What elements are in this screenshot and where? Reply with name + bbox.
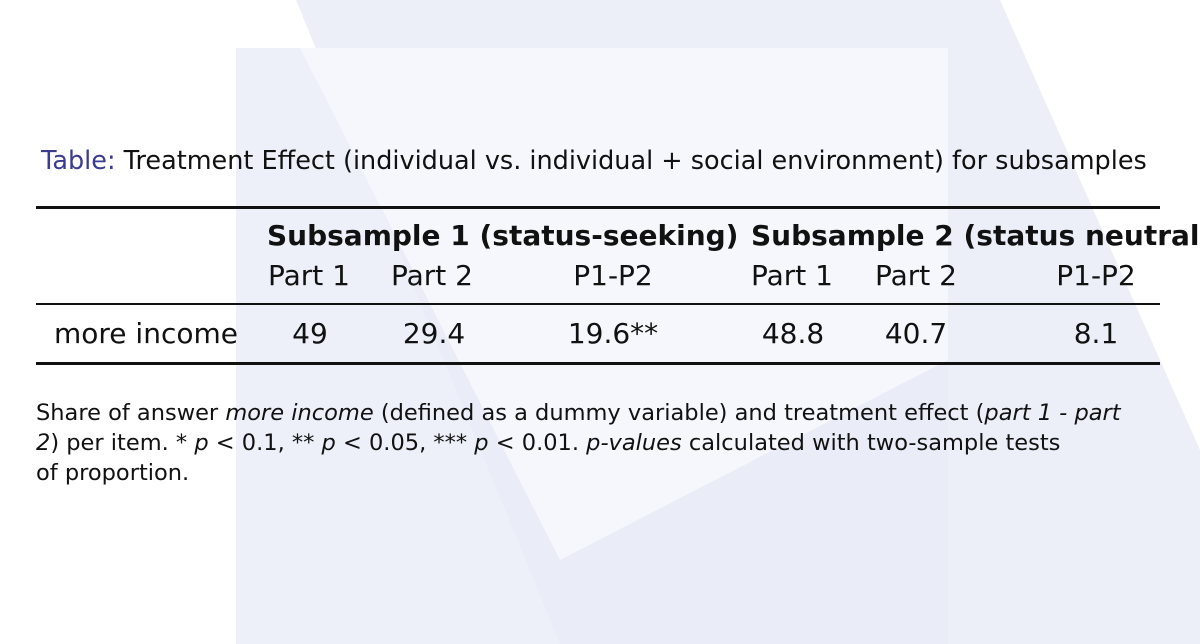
note-text: < 0.01. bbox=[488, 430, 587, 456]
subheader-part1-s2: Part 1 bbox=[751, 259, 833, 292]
note-text: ) per item. * bbox=[50, 430, 195, 456]
caption-text: Treatment Effect (individual vs. individ… bbox=[123, 146, 1147, 176]
note-text: (defined as a dummy variable) and treatm… bbox=[373, 400, 985, 426]
note-line-2: 2) per item. * p < 0.1, ** p < 0.05, ***… bbox=[36, 428, 1176, 458]
table-note: Share of answer more income (defined as … bbox=[36, 398, 1176, 488]
note-italic: p bbox=[321, 430, 336, 456]
note-line-3: of proportion. bbox=[36, 460, 190, 486]
subheader-part2-s1: Part 2 bbox=[391, 259, 473, 292]
table-top-rule bbox=[36, 206, 1160, 209]
subheader-part1-s1: Part 1 bbox=[268, 259, 350, 292]
table-caption: Table: Treatment Effect (individual vs. … bbox=[41, 143, 1181, 179]
note-italic: p bbox=[474, 430, 489, 456]
caption-label: Table: bbox=[41, 146, 116, 176]
note-italic: p bbox=[194, 430, 209, 456]
subheader-part2-s2: Part 2 bbox=[875, 259, 957, 292]
note-text: < 0.1, ** bbox=[208, 430, 322, 456]
group-header-subsample-1: Subsample 1 (status-seeking) bbox=[267, 219, 739, 252]
subheader-diff-s1: P1-P2 bbox=[573, 259, 653, 292]
value-s2-part1: 48.8 bbox=[761, 317, 825, 350]
subheader-diff-s2: P1-P2 bbox=[1056, 259, 1136, 292]
note-text: Share of answer bbox=[36, 400, 226, 426]
note-text: < 0.05, *** bbox=[335, 430, 475, 456]
value-s1-part1: 49 bbox=[292, 317, 328, 350]
note-italic: p-values bbox=[586, 430, 682, 456]
table-mid-rule bbox=[36, 303, 1160, 305]
row-label-more-income: more income bbox=[54, 317, 238, 350]
table-bottom-rule bbox=[36, 362, 1160, 365]
note-italic: more income bbox=[225, 400, 374, 426]
note-text: calculated with two-sample tests bbox=[681, 430, 1061, 456]
note-line-1: Share of answer more income (defined as … bbox=[36, 398, 1176, 428]
value-s1-diff: 19.6** bbox=[567, 317, 659, 350]
note-italic: 2 bbox=[36, 430, 51, 456]
value-s2-diff: 8.1 bbox=[1073, 317, 1119, 350]
note-italic: part 1 - part bbox=[984, 400, 1121, 426]
value-s2-part2: 40.7 bbox=[884, 317, 948, 350]
value-s1-part2: 29.4 bbox=[402, 317, 466, 350]
group-header-subsample-2: Subsample 2 (status neutral) bbox=[751, 219, 1200, 252]
